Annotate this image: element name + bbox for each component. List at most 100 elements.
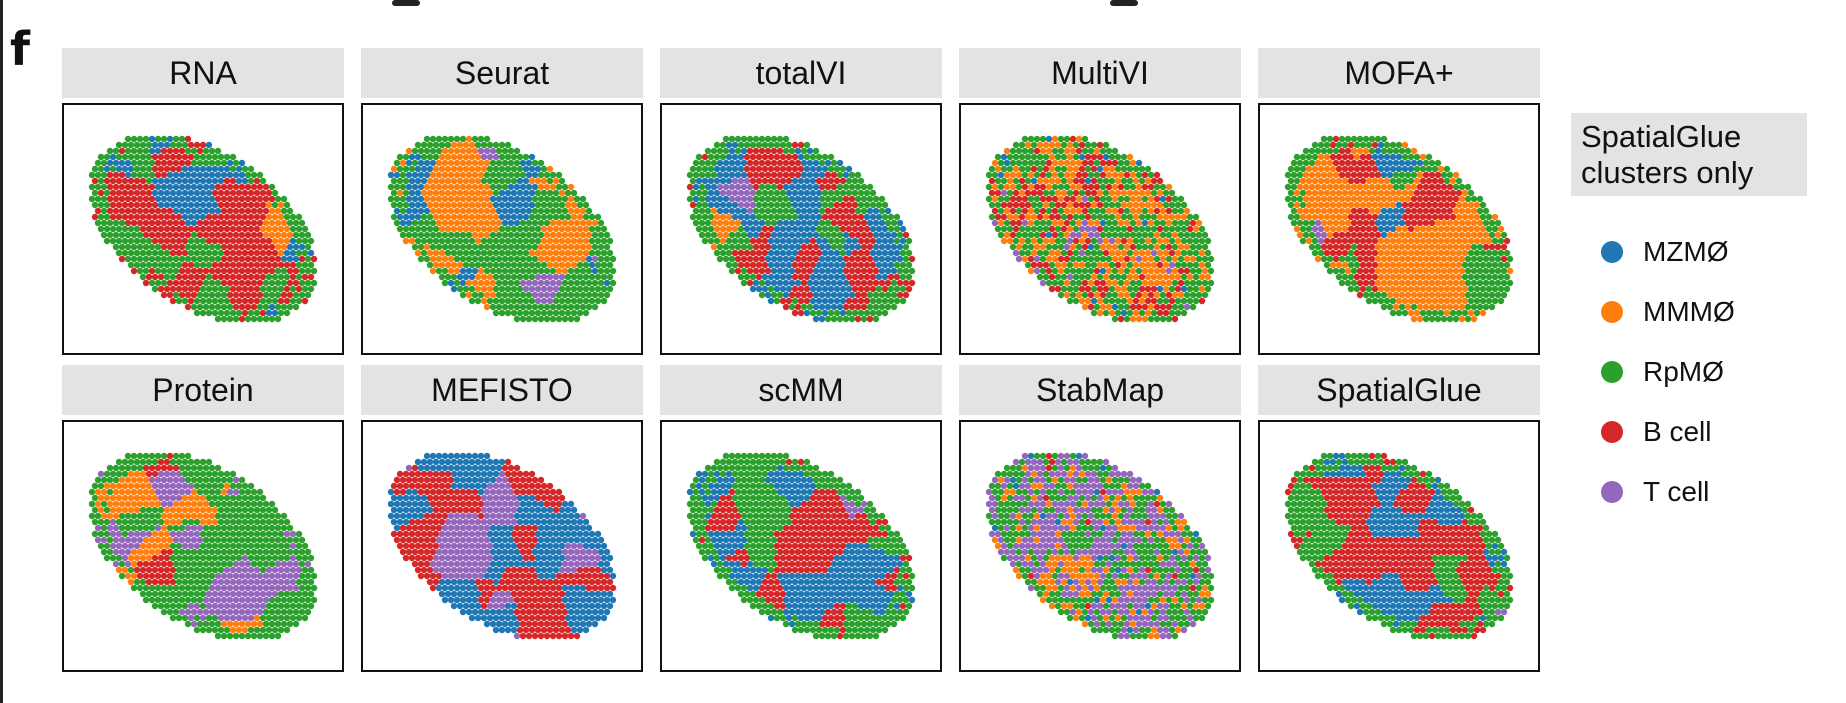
spot (130, 159, 138, 167)
spot (292, 243, 300, 251)
spot (815, 225, 823, 233)
spot (797, 141, 805, 149)
spot (250, 171, 258, 179)
spot (561, 255, 569, 263)
spot (773, 249, 781, 257)
spot (187, 201, 195, 209)
spot (169, 566, 177, 574)
spot (1338, 219, 1346, 227)
spot (686, 171, 694, 179)
spot (1093, 219, 1101, 227)
spot (181, 141, 189, 149)
spot (854, 171, 862, 179)
spot (507, 255, 515, 263)
spot (471, 147, 479, 155)
spot (399, 159, 407, 167)
spot (94, 500, 102, 508)
spot (722, 231, 730, 239)
spot (1192, 297, 1200, 305)
spot (483, 159, 491, 167)
spot (244, 171, 252, 179)
spot (752, 147, 760, 155)
spot (1003, 195, 1011, 203)
spot (193, 566, 201, 574)
spot (1344, 183, 1352, 191)
spot (148, 524, 156, 532)
spot (103, 554, 111, 562)
spot (824, 231, 832, 239)
spot (573, 243, 581, 251)
spot (686, 195, 694, 203)
spot (115, 153, 123, 161)
spot (223, 165, 231, 173)
spot (435, 219, 443, 227)
spot (836, 243, 844, 251)
spot (229, 201, 237, 209)
spot (1102, 141, 1110, 149)
spot (160, 476, 168, 484)
spot (579, 243, 587, 251)
spot (172, 512, 180, 520)
spot (1506, 255, 1514, 263)
spot (1335, 225, 1343, 233)
spot (1470, 255, 1478, 263)
spot (812, 219, 820, 227)
spot (283, 225, 291, 233)
spot (474, 201, 482, 209)
spot (815, 309, 823, 317)
spot (160, 255, 168, 263)
spot (1443, 177, 1451, 185)
spot (127, 237, 135, 245)
spot (1368, 207, 1376, 215)
spot (172, 572, 180, 580)
spot (1123, 243, 1131, 251)
spot (277, 285, 285, 293)
spot (887, 225, 895, 233)
spot (1042, 141, 1050, 149)
spot (429, 195, 437, 203)
spot (253, 554, 261, 562)
spot (1051, 279, 1059, 287)
spot (848, 243, 856, 251)
spot (1329, 141, 1337, 149)
spot (142, 243, 150, 251)
spot (100, 488, 108, 496)
spot (271, 542, 279, 550)
spot (558, 225, 566, 233)
spot (226, 512, 234, 520)
spot (863, 201, 871, 209)
spot (866, 303, 874, 311)
spot (585, 231, 593, 239)
spot (154, 255, 162, 263)
spot (247, 578, 255, 586)
spot (528, 213, 536, 221)
spot (839, 273, 847, 281)
spatial-map (62, 103, 344, 355)
spot (1389, 153, 1397, 161)
spot (839, 297, 847, 305)
spot (785, 189, 793, 197)
spot (1383, 141, 1391, 149)
spot (193, 458, 201, 466)
spot (387, 183, 395, 191)
spot (1120, 249, 1128, 257)
spot (217, 590, 225, 598)
spot (1081, 171, 1089, 179)
spot (908, 255, 916, 263)
spot (902, 243, 910, 251)
spot (151, 177, 159, 185)
spot (1024, 165, 1032, 173)
spot (1147, 315, 1155, 323)
spot (262, 524, 270, 532)
spot (1374, 183, 1382, 191)
spot (208, 159, 216, 167)
spot (1120, 297, 1128, 305)
spot (447, 267, 455, 275)
spot (1470, 207, 1478, 215)
spot (417, 255, 425, 263)
spot (1506, 279, 1514, 287)
spot (1075, 171, 1083, 179)
spot (869, 201, 877, 209)
spot (157, 261, 165, 269)
spot (492, 189, 500, 197)
